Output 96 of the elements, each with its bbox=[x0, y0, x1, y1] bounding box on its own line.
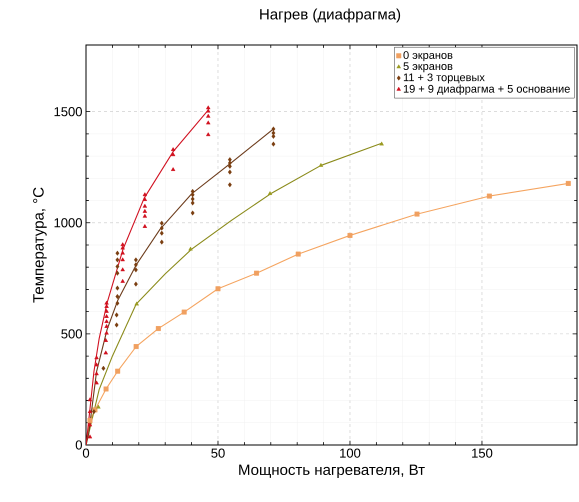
point bbox=[88, 397, 92, 402]
point bbox=[296, 252, 301, 257]
point bbox=[142, 192, 148, 196]
point bbox=[228, 182, 232, 188]
point bbox=[104, 324, 109, 328]
point bbox=[115, 257, 120, 262]
point bbox=[170, 152, 176, 156]
point bbox=[142, 204, 148, 208]
point bbox=[120, 267, 125, 272]
point bbox=[115, 250, 120, 256]
x-axis-title: Мощность нагревателя, Вт bbox=[239, 464, 425, 478]
x-tick-label: 50 bbox=[211, 448, 225, 458]
point bbox=[115, 368, 120, 374]
point bbox=[190, 210, 195, 216]
point bbox=[142, 197, 148, 202]
point bbox=[104, 304, 109, 308]
point bbox=[228, 170, 232, 175]
point bbox=[115, 264, 120, 270]
point bbox=[318, 162, 324, 167]
point bbox=[190, 196, 195, 202]
point bbox=[115, 286, 120, 291]
y-tick-label: 500 bbox=[61, 329, 82, 338]
point bbox=[160, 220, 164, 226]
point bbox=[188, 246, 193, 251]
point bbox=[120, 246, 125, 250]
point bbox=[142, 224, 148, 228]
point bbox=[104, 350, 108, 354]
point bbox=[114, 312, 119, 318]
point bbox=[134, 267, 138, 272]
line-series bbox=[86, 128, 274, 445]
point bbox=[254, 270, 260, 276]
legend-label: 0 экранов bbox=[403, 51, 452, 62]
point bbox=[160, 226, 164, 231]
point bbox=[206, 105, 210, 110]
point bbox=[115, 300, 120, 306]
point bbox=[88, 422, 92, 426]
point bbox=[120, 257, 125, 262]
point bbox=[88, 409, 92, 414]
point bbox=[379, 142, 384, 146]
point bbox=[414, 212, 420, 217]
x-tick-label: 0 bbox=[82, 448, 90, 458]
point bbox=[94, 380, 99, 384]
point bbox=[104, 338, 108, 342]
point bbox=[94, 371, 99, 376]
point bbox=[134, 302, 139, 306]
point bbox=[170, 147, 176, 152]
point bbox=[120, 278, 125, 283]
point bbox=[96, 404, 101, 409]
legend-label: 5 экранов bbox=[403, 62, 452, 72]
point bbox=[142, 208, 148, 213]
point bbox=[160, 230, 164, 236]
point bbox=[182, 310, 187, 315]
point bbox=[104, 386, 109, 392]
point bbox=[272, 126, 276, 132]
point bbox=[104, 319, 109, 324]
x-tick-label: 100 bbox=[340, 448, 360, 458]
point bbox=[486, 194, 492, 199]
point bbox=[206, 120, 210, 124]
point bbox=[190, 200, 195, 206]
point bbox=[170, 167, 176, 172]
y-tick-label: 0 bbox=[76, 440, 82, 450]
point bbox=[104, 300, 109, 305]
point bbox=[104, 308, 109, 313]
point bbox=[206, 108, 210, 113]
point bbox=[104, 314, 109, 318]
point bbox=[134, 282, 138, 287]
legend-label: 11 + 3 торцевых bbox=[404, 73, 485, 84]
point bbox=[206, 132, 210, 136]
chart-title: Нагрев (диафрагма) bbox=[260, 8, 400, 22]
point bbox=[215, 286, 220, 292]
point bbox=[347, 232, 352, 238]
point bbox=[88, 434, 92, 438]
point bbox=[104, 330, 109, 335]
point bbox=[566, 180, 571, 186]
point bbox=[160, 240, 164, 245]
point bbox=[268, 191, 272, 196]
point bbox=[87, 418, 92, 424]
point bbox=[206, 114, 210, 118]
y-tick-label: 1000 bbox=[54, 218, 82, 228]
legend-label: 19 + 9 диафрагма + 5 основание bbox=[404, 84, 570, 95]
point bbox=[94, 362, 99, 366]
y-axis-title: Температура, °C bbox=[33, 188, 47, 303]
point bbox=[115, 294, 120, 300]
y-tick-label: 1500 bbox=[54, 107, 82, 116]
point bbox=[114, 322, 119, 328]
point bbox=[134, 344, 139, 350]
point bbox=[142, 214, 148, 218]
point bbox=[134, 257, 138, 262]
point bbox=[120, 242, 125, 246]
point bbox=[156, 326, 161, 332]
point bbox=[272, 142, 276, 147]
point bbox=[115, 270, 120, 276]
x-tick-label: 150 bbox=[472, 448, 492, 458]
point bbox=[120, 250, 125, 255]
point bbox=[134, 262, 138, 268]
point bbox=[102, 366, 106, 371]
